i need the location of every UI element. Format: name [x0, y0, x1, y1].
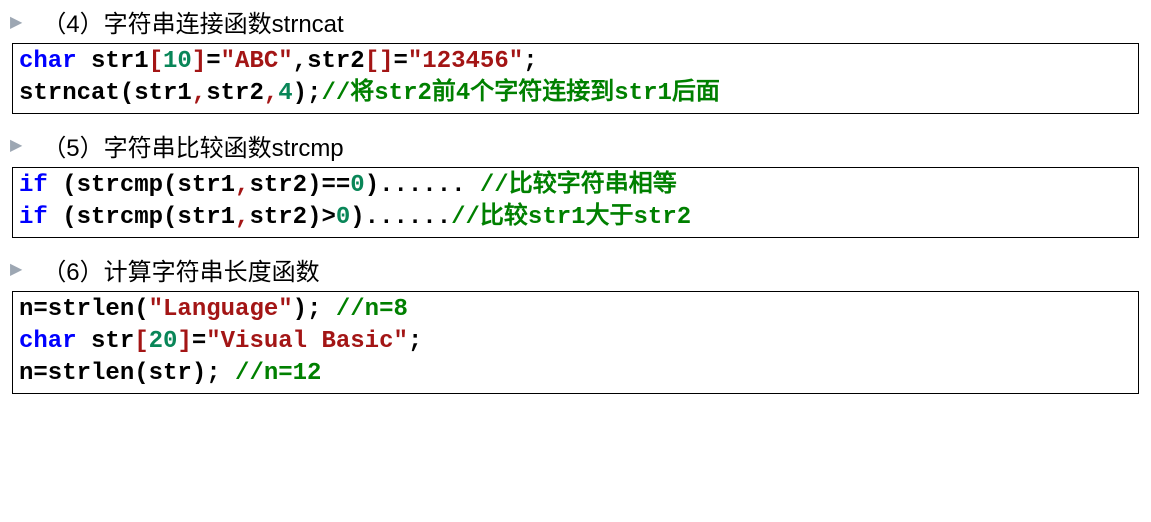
- section-5: ▶ （5）字符串比较函数strcmp if (strcmp(str1,str2)…: [0, 124, 1151, 238]
- bullet-icon: ▶: [10, 135, 22, 155]
- bullet-icon: ▶: [10, 259, 22, 279]
- heading-5-text: （5）字符串比较函数strcmp: [42, 128, 343, 163]
- heading-5: ▶ （5）字符串比较函数strcmp: [0, 124, 1151, 167]
- heading-4-text: （4）字符串连接函数strncat: [42, 4, 343, 39]
- heading-4: ▶ （4）字符串连接函数strncat: [0, 0, 1151, 43]
- bullet-icon: ▶: [10, 12, 22, 32]
- codebox-4: char str1[10]="ABC",str2[]="123456"; str…: [12, 43, 1139, 114]
- codebox-6: n=strlen("Language"); //n=8 char str[20]…: [12, 291, 1139, 394]
- codebox-5: if (strcmp(str1,str2)==0)...... //比较字符串相…: [12, 167, 1139, 238]
- section-4: ▶ （4）字符串连接函数strncat char str1[10]="ABC",…: [0, 0, 1151, 114]
- section-6: ▶ （6）计算字符串长度函数 n=strlen("Language"); //n…: [0, 248, 1151, 394]
- heading-6-text: （6）计算字符串长度函数: [42, 252, 319, 287]
- heading-6: ▶ （6）计算字符串长度函数: [0, 248, 1151, 291]
